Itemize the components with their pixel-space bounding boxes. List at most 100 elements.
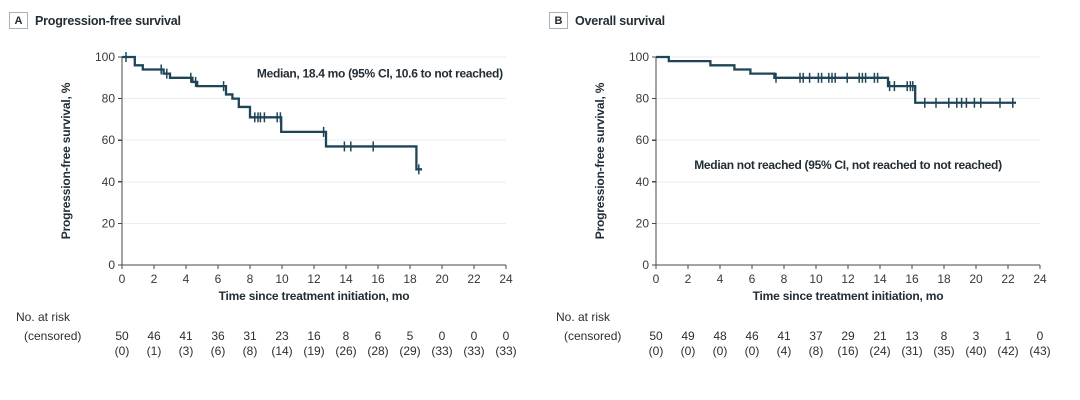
- y-tick-label: 100: [95, 50, 115, 64]
- at-risk-count: 41: [777, 329, 791, 343]
- panel-overall-survival: B Overall survival 0 20 40 60 80 100 0 2 4 6 8 10 12…: [540, 0, 1080, 400]
- x-tick-label: 16: [371, 272, 385, 286]
- at-risk-subheader: (censored): [564, 329, 621, 343]
- at-risk-censored-count: (29): [399, 344, 420, 358]
- y-tick-label: 20: [636, 216, 650, 230]
- panel-a-header: A Progression-free survival: [9, 12, 181, 29]
- median-annotation: Median not reached (95% CI, not reached …: [694, 158, 1002, 172]
- x-tick-label: 10: [275, 272, 289, 286]
- x-tick-label: 12: [307, 272, 321, 286]
- y-tick-label: 40: [102, 175, 116, 189]
- at-risk-censored-count: (19): [303, 344, 324, 358]
- at-risk-count: 21: [873, 329, 887, 343]
- at-risk-censored-count: (0): [713, 344, 728, 358]
- y-axis-title: Progression-free survival, %: [59, 82, 73, 239]
- x-tick-label: 14: [873, 272, 887, 286]
- at-risk-count: 50: [649, 329, 663, 343]
- at-risk-count: 6: [375, 329, 382, 343]
- km-curve: [122, 55, 422, 171]
- y-tick-label: 100: [629, 50, 649, 64]
- at-risk-censored-count: (35): [933, 344, 954, 358]
- x-tick-label: 18: [937, 272, 951, 286]
- at-risk-count: 50: [115, 329, 129, 343]
- x-axis-title: Time since treatment initiation, mo: [219, 289, 410, 303]
- at-risk-header: No. at risk: [556, 310, 611, 324]
- at-risk-censored-count: (0): [681, 344, 696, 358]
- x-tick-label: 4: [717, 272, 724, 286]
- at-risk-count: 31: [243, 329, 257, 343]
- at-risk-count: 16: [307, 329, 321, 343]
- x-tick-label: 8: [247, 272, 254, 286]
- at-risk-count: 5: [407, 329, 414, 343]
- at-risk-censored-count: (33): [463, 344, 484, 358]
- km-curve: [656, 55, 1016, 104]
- at-risk-count: 37: [809, 329, 823, 343]
- x-tick-label: 10: [809, 272, 823, 286]
- at-risk-count: 46: [745, 329, 759, 343]
- at-risk-censored-count: (43): [1029, 344, 1050, 358]
- at-risk-count: 3: [973, 329, 980, 343]
- at-risk-count: 0: [439, 329, 446, 343]
- at-risk-censored-count: (28): [367, 344, 388, 358]
- panel-a-letter: A: [14, 14, 23, 27]
- x-tick-label: 22: [467, 272, 481, 286]
- y-tick-label: 0: [108, 258, 115, 272]
- at-risk-count: 0: [503, 329, 510, 343]
- at-risk-censored-count: (0): [115, 344, 130, 358]
- at-risk-count: 41: [179, 329, 193, 343]
- at-risk-censored-count: (42): [997, 344, 1018, 358]
- y-tick-label: 60: [636, 133, 650, 147]
- x-tick-label: 18: [403, 272, 417, 286]
- panel-progression-free-survival: A Progression-free survival 0 20 40 60 80 100…: [9, 12, 517, 358]
- at-risk-censored-count: (6): [211, 344, 226, 358]
- at-risk-censored-count: (3): [179, 344, 194, 358]
- x-axis-title: Time since treatment initiation, mo: [753, 289, 944, 303]
- x-tick-label: 0: [653, 272, 660, 286]
- at-risk-count: 36: [211, 329, 225, 343]
- at-risk-count: 23: [275, 329, 289, 343]
- x-tick-label: 12: [841, 272, 855, 286]
- at-risk-censored-count: (4): [777, 344, 792, 358]
- at-risk-count: 8: [941, 329, 948, 343]
- panel-a-letter-box: A: [9, 12, 28, 29]
- y-tick-label: 60: [102, 133, 116, 147]
- x-tick-label: 8: [781, 272, 788, 286]
- x-tick-label: 20: [435, 272, 449, 286]
- x-tick-label: 16: [905, 272, 919, 286]
- panel-b-title: Overall survival: [575, 13, 665, 28]
- at-risk-count: 46: [147, 329, 161, 343]
- at-risk-censored-count: (0): [745, 344, 760, 358]
- panel-b-header: B Overall survival: [549, 12, 665, 29]
- at-risk-censored-count: (31): [901, 344, 922, 358]
- y-axis-title: Progression-free survival, %: [593, 82, 607, 239]
- at-risk-count: 48: [713, 329, 727, 343]
- at-risk-count: 29: [841, 329, 855, 343]
- at-risk-censored-count: (1): [147, 344, 162, 358]
- x-tick-label: 0: [119, 272, 126, 286]
- at-risk-censored-count: (33): [431, 344, 452, 358]
- at-risk-censored-count: (16): [837, 344, 858, 358]
- at-risk-count: 0: [1037, 329, 1044, 343]
- x-tick-label: 2: [685, 272, 692, 286]
- x-tick-label: 14: [339, 272, 353, 286]
- y-tick-label: 80: [102, 92, 116, 106]
- x-tick-label: 6: [749, 272, 756, 286]
- at-risk-censored-count: (14): [271, 344, 292, 358]
- at-risk-censored-count: (0): [649, 344, 664, 358]
- at-risk-censored-count: (40): [965, 344, 986, 358]
- y-tick-label: 80: [636, 92, 650, 106]
- y-tick-label: 0: [642, 258, 649, 272]
- at-risk-count: 1: [1005, 329, 1012, 343]
- x-tick-label: 24: [499, 272, 513, 286]
- at-risk-censored-count: (33): [495, 344, 516, 358]
- at-risk-censored-count: (8): [243, 344, 258, 358]
- at-risk-subheader: (censored): [24, 329, 81, 343]
- at-risk-count: 13: [905, 329, 919, 343]
- at-risk-count: 0: [471, 329, 478, 343]
- x-tick-label: 20: [969, 272, 983, 286]
- x-tick-label: 2: [151, 272, 158, 286]
- at-risk-censored-count: (8): [809, 344, 824, 358]
